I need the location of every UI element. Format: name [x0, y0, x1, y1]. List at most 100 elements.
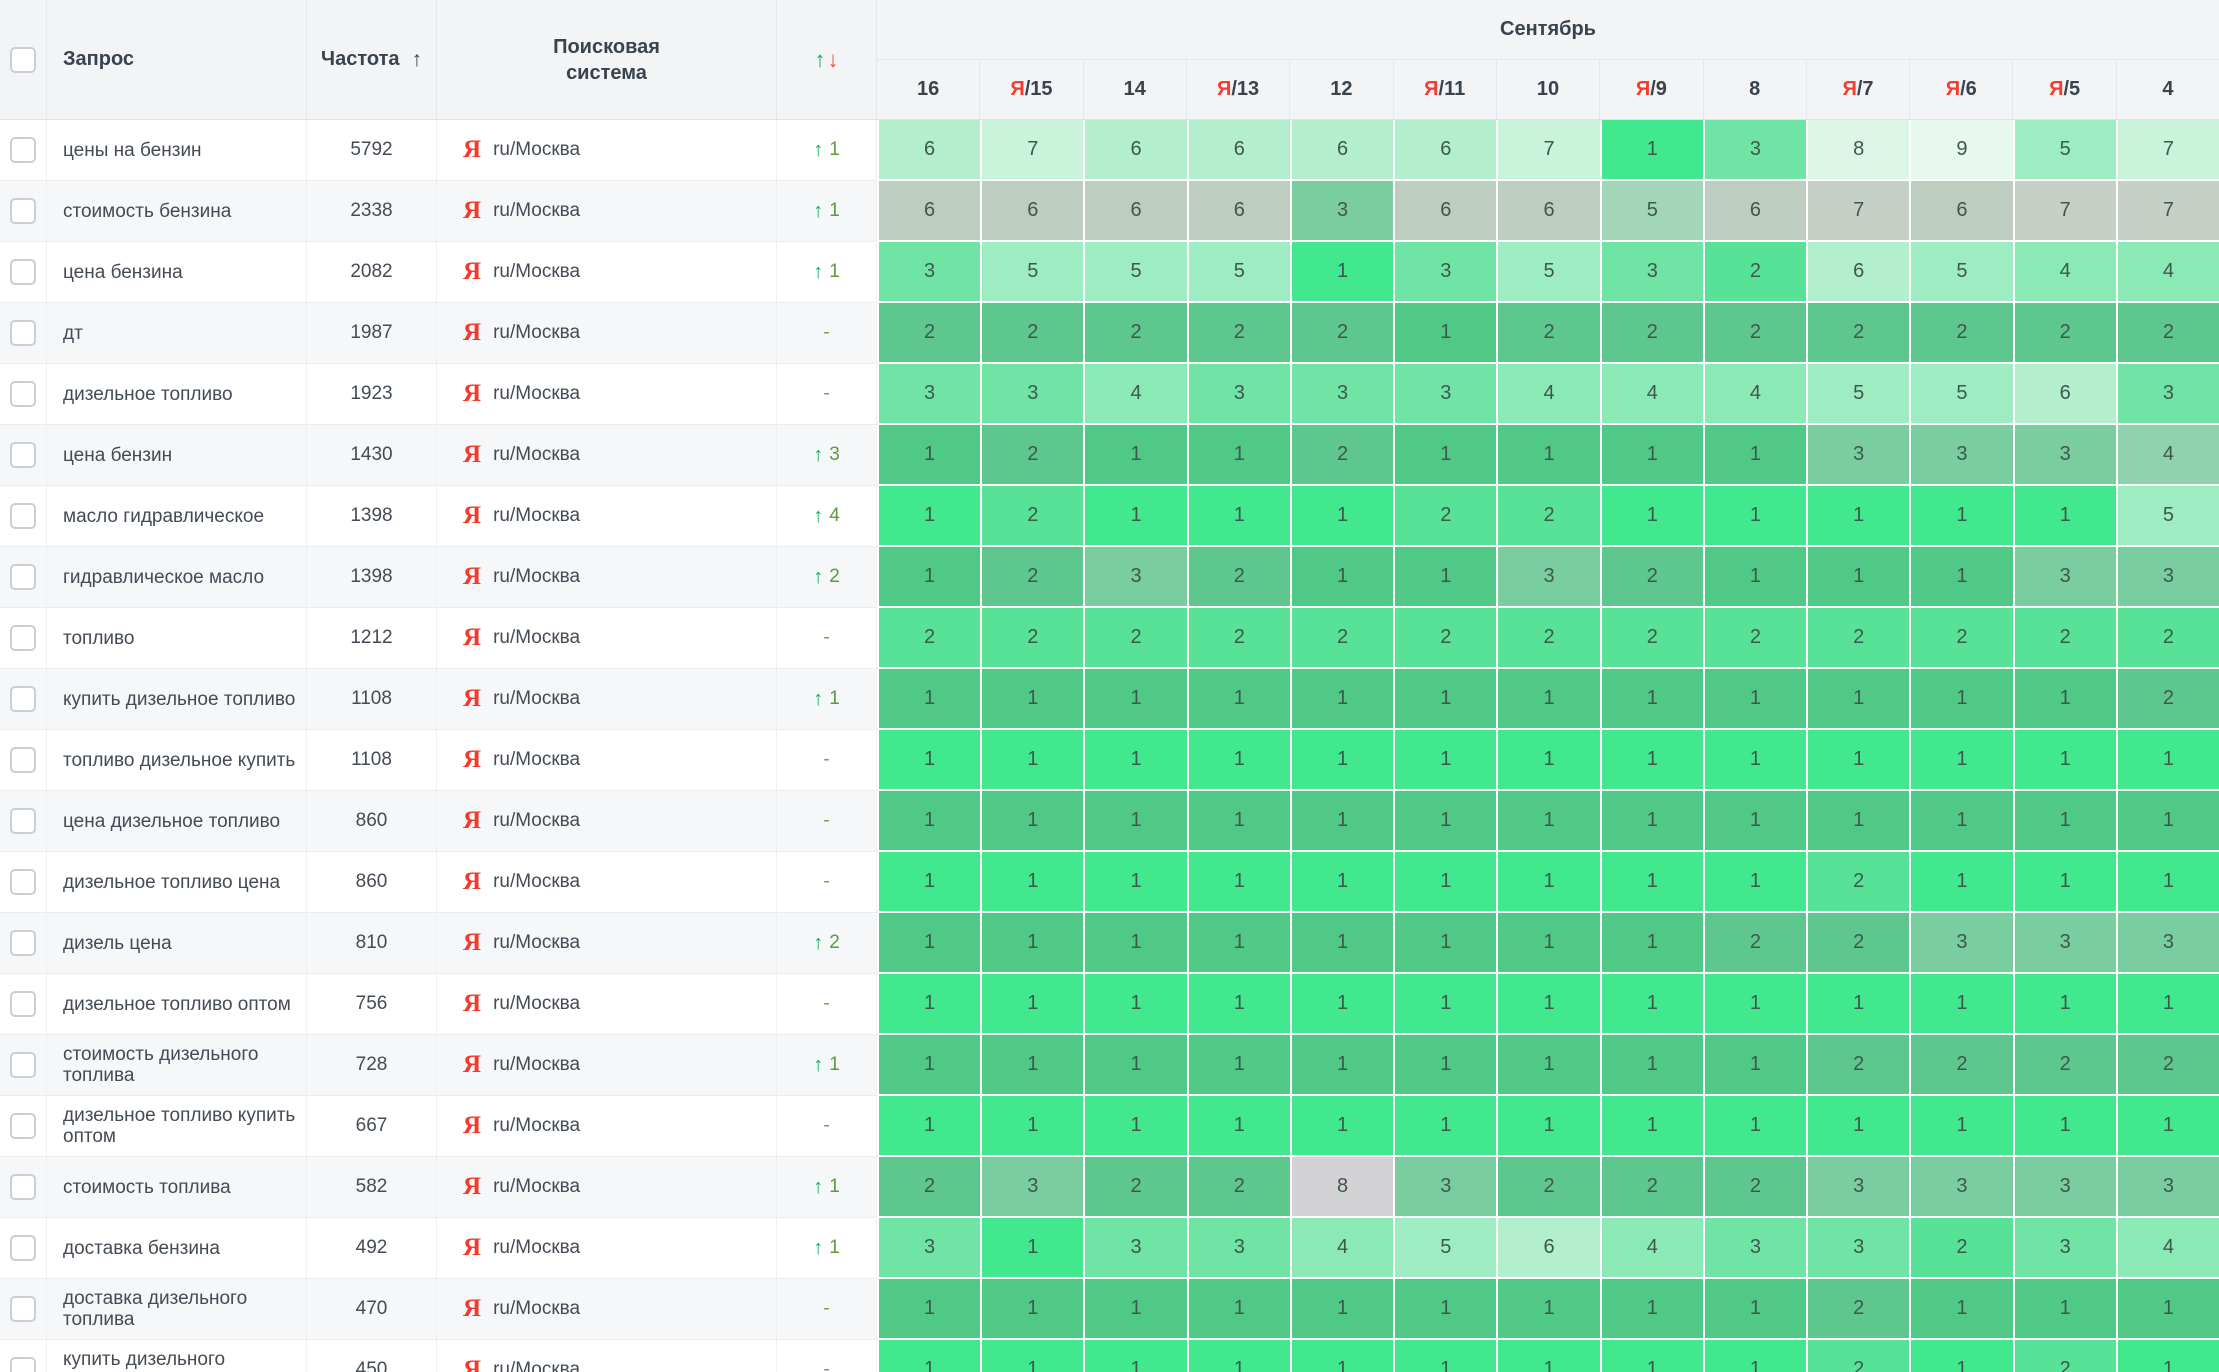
query-text[interactable]: дизельное топливо цена: [47, 852, 307, 913]
day-header[interactable]: 10: [1495, 60, 1599, 119]
row-checkbox[interactable]: [10, 320, 36, 346]
row-checkbox[interactable]: [10, 442, 36, 468]
query-text[interactable]: цена бензина: [47, 242, 307, 303]
query-text[interactable]: гидравлическое масло: [47, 547, 307, 608]
day-header[interactable]: Я/6: [1909, 60, 2012, 119]
position-cell: 1: [877, 791, 981, 852]
frequency-value: 860: [307, 791, 437, 852]
row-checkbox-cell: [0, 974, 47, 1035]
position-cell: 3: [1909, 1157, 2013, 1218]
select-all-checkbox[interactable]: [10, 46, 36, 73]
day-header[interactable]: Я/9: [1599, 60, 1702, 119]
query-text[interactable]: стоимость топлива: [47, 1157, 307, 1218]
row-checkbox[interactable]: [10, 259, 36, 285]
query-text[interactable]: дт: [47, 303, 307, 364]
query-text[interactable]: дизельное топливо: [47, 364, 307, 425]
row-checkbox[interactable]: [10, 1174, 36, 1200]
yandex-icon: Я: [1635, 78, 1651, 100]
yandex-icon: Я: [463, 807, 482, 834]
position-cell: 1: [1599, 120, 1703, 181]
row-checkbox[interactable]: [10, 625, 36, 651]
row-checkbox-cell: [0, 364, 47, 425]
query-text[interactable]: купить дизельное топливо: [47, 669, 307, 730]
position-cell: 1: [2012, 669, 2116, 730]
position-cell: 2: [980, 547, 1084, 608]
day-header[interactable]: 4: [2115, 60, 2219, 119]
position-cell: 1: [1083, 486, 1187, 547]
query-text[interactable]: цена дизельное топливо: [47, 791, 307, 852]
region-label: ru/Москва: [493, 871, 581, 892]
day-header[interactable]: Я/13: [1185, 60, 1289, 119]
query-text[interactable]: топливо: [47, 608, 307, 669]
row-checkbox[interactable]: [10, 1052, 36, 1078]
query-text[interactable]: дизельное топливо купить оптом: [47, 1096, 307, 1157]
position-cell: 1: [1496, 974, 1600, 1035]
row-checkbox[interactable]: [10, 686, 36, 712]
query-text[interactable]: масло гидравлическое: [47, 486, 307, 547]
position-cell: 2: [2115, 608, 2219, 669]
change-value: 1: [829, 1176, 840, 1197]
position-cell: 1: [1289, 242, 1394, 303]
row-checkbox[interactable]: [10, 137, 36, 163]
row-checkbox[interactable]: [10, 381, 36, 407]
day-header[interactable]: Я/15: [979, 60, 1082, 119]
row-checkbox[interactable]: [10, 747, 36, 773]
query-text[interactable]: стоимость дизельного топлива: [47, 1035, 307, 1096]
query-text[interactable]: стоимость бензина: [47, 181, 307, 242]
position-cell: 2: [1083, 1157, 1187, 1218]
position-cell: 1: [1702, 791, 1807, 852]
position-cell: 3: [1393, 242, 1497, 303]
row-checkbox[interactable]: [10, 869, 36, 895]
position-cell: 6: [2012, 364, 2116, 425]
day-header[interactable]: 8: [1702, 60, 1806, 119]
query-text[interactable]: топливо дизельное купить: [47, 730, 307, 791]
query-text[interactable]: цены на бензин: [47, 120, 307, 181]
query-text[interactable]: доставка бензина: [47, 1218, 307, 1279]
column-header-frequency[interactable]: Частота ↑: [307, 0, 437, 119]
column-header-change[interactable]: ↑ ↓: [777, 0, 877, 119]
query-text[interactable]: купить дизельного топлива: [47, 1340, 307, 1372]
column-header-engine[interactable]: Поисковая система: [437, 0, 777, 119]
query-text[interactable]: цена бензин: [47, 425, 307, 486]
day-header[interactable]: 16: [917, 78, 940, 100]
day-header[interactable]: 14: [1082, 60, 1186, 119]
query-text[interactable]: дизель цена: [47, 913, 307, 974]
row-checkbox[interactable]: [10, 503, 36, 529]
row-checkbox[interactable]: [10, 564, 36, 590]
column-header-query[interactable]: Запрос: [47, 0, 307, 119]
day-header[interactable]: 12: [1289, 60, 1392, 119]
position-cell: 1: [2115, 1340, 2219, 1372]
position-cell: 1: [1496, 669, 1600, 730]
position-cell: 1: [1083, 425, 1187, 486]
row-checkbox[interactable]: [10, 198, 36, 224]
frequency-value: 756: [307, 974, 437, 1035]
change-indicator: ↑ 2: [777, 547, 877, 608]
row-checkbox[interactable]: [10, 1296, 36, 1322]
query-text[interactable]: дизельное топливо оптом: [47, 974, 307, 1035]
day-header[interactable]: Я/11: [1392, 60, 1496, 119]
query-text[interactable]: доставка дизельного топлива: [47, 1279, 307, 1340]
region-label: ru/Москва: [493, 139, 581, 160]
position-cell: 1: [1186, 974, 1290, 1035]
row-checkbox[interactable]: [10, 1357, 36, 1372]
change-none: -: [823, 627, 830, 648]
position-cell: 1: [1909, 547, 2013, 608]
row-checkbox[interactable]: [10, 808, 36, 834]
row-checkbox-cell: [0, 242, 47, 303]
row-checkbox[interactable]: [10, 1113, 36, 1139]
change-indicator: -: [777, 1279, 877, 1340]
day-header[interactable]: Я/5: [2012, 60, 2115, 119]
row-checkbox[interactable]: [10, 1235, 36, 1261]
position-cell: 3: [1599, 242, 1703, 303]
position-cell: 6: [1909, 181, 2013, 242]
row-checkbox[interactable]: [10, 930, 36, 956]
position-cell: 1: [1496, 913, 1600, 974]
row-checkbox[interactable]: [10, 991, 36, 1017]
day-header[interactable]: Я/7: [1805, 60, 1909, 119]
